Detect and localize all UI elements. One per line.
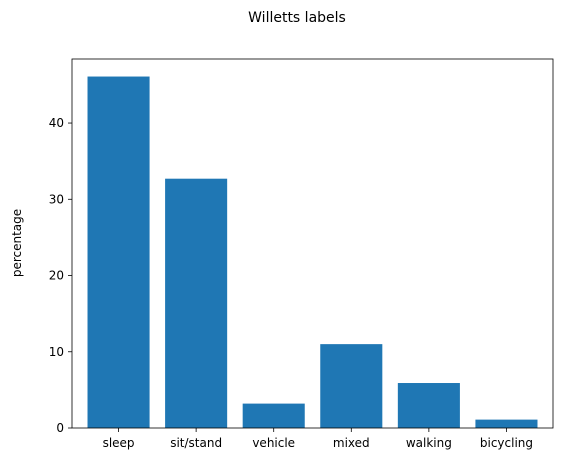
chart-title: Willetts labels (248, 10, 346, 26)
bars-group (87, 76, 538, 428)
y-tick-label: 30 (49, 192, 64, 206)
x-axis-ticks: sleep sit/stand vehicle mixed walking bicycli… (103, 428, 533, 450)
bar-walking (397, 383, 460, 428)
plot-area-frame (71, 58, 554, 429)
x-tick-label: sit/stand (170, 436, 222, 450)
y-tick-label: 0 (56, 421, 64, 435)
y-axis-ticks: 0 10 20 30 40 (49, 116, 72, 435)
bar-bicycling (475, 419, 538, 428)
x-tick-label: vehicle (252, 436, 295, 450)
y-axis-label: percentage (10, 209, 24, 277)
bar-sleep (87, 76, 150, 428)
x-tick-label: mixed (333, 436, 370, 450)
y-tick-label: 10 (49, 345, 64, 359)
x-tick-label: bicycling (480, 436, 533, 450)
x-tick-label: sleep (103, 436, 135, 450)
y-tick-label: 20 (49, 269, 64, 283)
y-tick-label: 40 (49, 116, 64, 130)
bar-mixed (320, 344, 383, 428)
bar-vehicle (242, 403, 305, 428)
bar-sit-stand (165, 178, 228, 428)
x-tick-label: walking (406, 436, 452, 450)
